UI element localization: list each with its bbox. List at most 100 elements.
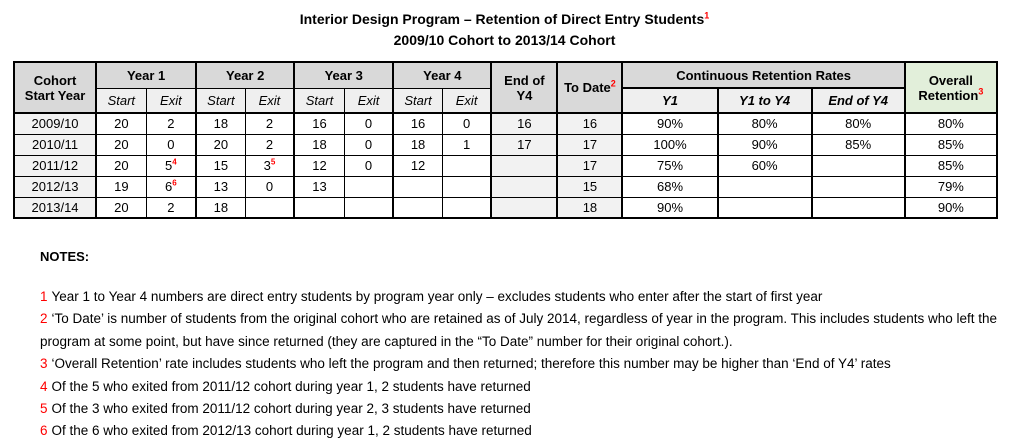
header-to-date-text: To Date bbox=[564, 80, 611, 95]
cell-y1-exit: 66 bbox=[145, 175, 197, 198]
cell-y1-start: 20 bbox=[95, 133, 147, 156]
header-to-date: To Date2 bbox=[556, 61, 623, 114]
cell-y1-exit: 2 bbox=[145, 196, 197, 219]
cell-overall-retention: 85% bbox=[903, 154, 998, 177]
cell-end-of-y4 bbox=[490, 196, 558, 219]
title-block: Interior Design Program – Retention of D… bbox=[0, 9, 1009, 51]
header-year2-exit: Exit bbox=[244, 87, 295, 114]
cell-footnote-marker: 5 bbox=[270, 157, 276, 167]
cell-y3-start: 13 bbox=[293, 175, 345, 198]
cohort-label: 2010/11 bbox=[13, 133, 97, 156]
cell-y4-exit: 1 bbox=[441, 133, 492, 156]
header-crr-end-of-y4: End of Y4 bbox=[810, 87, 906, 114]
note-number: 4 bbox=[40, 378, 48, 394]
cell-y2-exit: 2 bbox=[244, 133, 295, 156]
cell-crr-y1-to-y4: 90% bbox=[716, 133, 813, 156]
note-5: 5 Of the 3 who exited from 2011/12 cohort… bbox=[40, 398, 998, 420]
notes-heading: NOTES: bbox=[40, 249, 90, 264]
cell-value: 2 bbox=[167, 199, 175, 215]
header-year2-start: Start bbox=[195, 87, 246, 114]
cell-footnote-marker: 4 bbox=[172, 157, 177, 167]
cell-y1-start: 19 bbox=[95, 175, 147, 198]
cell-overall-retention: 90% bbox=[903, 196, 998, 219]
cell-y4-start bbox=[392, 196, 443, 219]
cell-overall-retention: 80% bbox=[903, 112, 998, 135]
header-year1-start: Start bbox=[95, 87, 147, 114]
cell-crr-y1-to-y4 bbox=[716, 175, 813, 198]
note-text: Of the 3 who exited from 2011/12 cohort … bbox=[51, 401, 531, 417]
header-crr-y1-to-y4: Y1 to Y4 bbox=[716, 87, 813, 114]
header-end-of-y4: End of Y4 bbox=[490, 61, 558, 114]
cell-crr-y1-to-y4: 80% bbox=[716, 112, 813, 135]
overall-footnote-marker: 3 bbox=[978, 86, 984, 97]
cell-y1-start: 20 bbox=[95, 112, 147, 135]
header-year4: Year 4 bbox=[392, 61, 492, 89]
cell-y3-exit: 0 bbox=[343, 112, 394, 135]
cell-y1-start: 20 bbox=[95, 196, 147, 219]
cell-overall-retention: 79% bbox=[903, 175, 998, 198]
cell-y3-exit: 0 bbox=[343, 133, 394, 156]
cell-value: 0 bbox=[167, 137, 175, 152]
cell-y2-exit bbox=[244, 196, 295, 219]
cell-end-of-y4 bbox=[490, 154, 558, 177]
cell-to-date: 16 bbox=[556, 112, 623, 135]
cell-y1-exit: 54 bbox=[145, 154, 197, 177]
cell-y4-exit bbox=[441, 196, 492, 219]
cell-y2-start: 18 bbox=[195, 112, 246, 135]
note-number: 2 bbox=[40, 311, 48, 327]
cell-y2-exit: 0 bbox=[244, 175, 295, 198]
notes-section: NOTES: 1 Year 1 to Year 4 numbers are dir… bbox=[40, 249, 998, 443]
note-2: 2 ‘To Date’ is number of students from th… bbox=[40, 308, 998, 353]
note-number: 3 bbox=[40, 356, 48, 372]
header-row-sub: Start Exit Start Exit Start Exit Start E… bbox=[14, 87, 997, 114]
cell-value: 2 bbox=[167, 116, 175, 132]
cell-end-of-y4 bbox=[490, 175, 558, 198]
cell-y4-start bbox=[392, 175, 443, 198]
cell-y4-start: 12 bbox=[392, 154, 443, 177]
header-year3-start: Start bbox=[293, 87, 345, 114]
cell-crr-y1: 100% bbox=[621, 133, 719, 156]
cell-crr-end-of-y4 bbox=[810, 154, 906, 177]
table-row-2013-14: 2013/14 20 2 18 18 90% 90% bbox=[13, 196, 998, 219]
page-title-text: Interior Design Program – Retention of D… bbox=[299, 11, 705, 27]
cell-crr-end-of-y4 bbox=[810, 196, 906, 219]
cell-value: 5 bbox=[165, 158, 173, 173]
table-row-2011-12: 2011/12 20 54 15 35 12 0 12 17 75% 60% 8… bbox=[13, 154, 998, 177]
cohort-label: 2012/13 bbox=[13, 175, 97, 198]
cohort-label: 2009/10 bbox=[13, 112, 97, 135]
note-number: 5 bbox=[40, 401, 48, 417]
header-overall-retention: Overall Retention3 bbox=[903, 61, 998, 114]
retention-table: Cohort Start Year Year 1 Year 2 Year 3 Ye… bbox=[13, 61, 998, 219]
header-cohort-line2: Start Year bbox=[24, 87, 86, 103]
cell-y4-start: 16 bbox=[392, 112, 443, 135]
note-text: Of the 6 who exited from 2012/13 cohort … bbox=[51, 423, 532, 439]
header-year3: Year 3 bbox=[293, 61, 394, 89]
cell-to-date: 15 bbox=[556, 175, 623, 198]
note-number: 1 bbox=[40, 289, 48, 304]
cell-y1-start: 20 bbox=[95, 154, 147, 177]
cell-crr-y1: 90% bbox=[621, 112, 719, 135]
table-row-2012-13: 2012/13 19 66 13 0 13 15 68% 79% bbox=[13, 175, 998, 198]
cell-y1-exit: 2 bbox=[145, 112, 197, 135]
cell-crr-y1-to-y4 bbox=[716, 196, 813, 219]
header-row-groups: Cohort Start Year Year 1 Year 2 Year 3 Ye… bbox=[13, 61, 998, 114]
table-row-2009-10: 2009/10 20 2 18 2 16 0 16 0 16 16 90% 80… bbox=[13, 112, 998, 135]
cell-to-date: 17 bbox=[556, 133, 623, 156]
note-3: 3 ‘Overall Retention’ rate includes stude… bbox=[40, 353, 998, 375]
cell-crr-y1: 90% bbox=[621, 196, 719, 219]
header-end-of-y4-line2: Y4 bbox=[516, 87, 533, 103]
cell-to-date: 18 bbox=[556, 196, 623, 219]
cell-overall-retention: 85% bbox=[903, 133, 998, 156]
note-text: ‘Overall Retention’ rate includes studen… bbox=[51, 356, 891, 372]
header-year1-exit: Exit bbox=[145, 87, 197, 114]
cell-y2-start: 20 bbox=[195, 133, 246, 156]
cell-y3-start: 12 bbox=[293, 154, 345, 177]
cell-y3-start: 18 bbox=[293, 133, 345, 156]
cell-y2-start: 13 bbox=[195, 175, 246, 198]
cell-y3-start bbox=[293, 196, 345, 219]
note-text: Year 1 to Year 4 numbers are direct entr… bbox=[51, 289, 823, 304]
cell-y4-exit bbox=[441, 154, 492, 177]
cell-value: 2 bbox=[265, 116, 274, 132]
header-year2: Year 2 bbox=[195, 61, 295, 89]
cell-y4-start: 18 bbox=[392, 133, 443, 156]
